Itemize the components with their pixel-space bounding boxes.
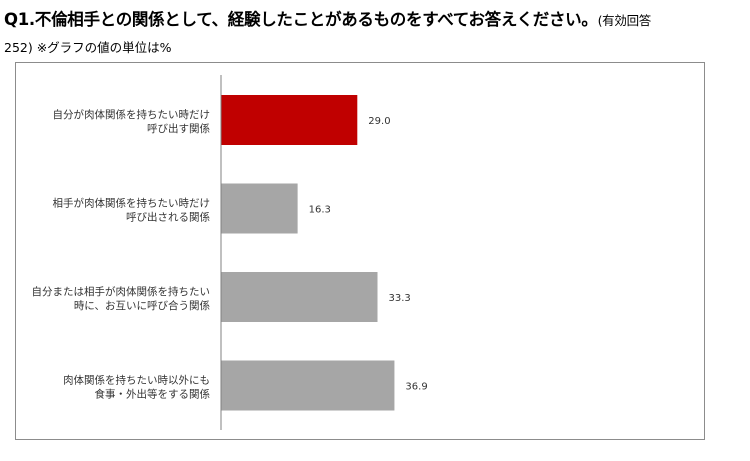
category-label: 肉体関係を持ちたい時以外にも (63, 374, 210, 387)
category-label: 自分または相手が肉体関係を持ちたい (32, 285, 211, 298)
question-text: Q1.不倫相手との関係として、経験したことがあるものをすべてお答えください。 (4, 10, 598, 29)
data-label: 33.3 (389, 293, 411, 304)
chart-title: Q1.不倫相手との関係として、経験したことがあるものをすべてお答えください。(有… (4, 6, 651, 30)
data-label: 36.9 (405, 382, 427, 393)
data-label: 29.0 (368, 116, 390, 127)
chart-frame (15, 62, 705, 440)
category-label: 呼び出される関係 (126, 211, 210, 224)
bar (221, 183, 298, 234)
category-label: 相手が肉体関係を持ちたい時だけ (53, 197, 211, 210)
category-label: 時に、お互いに呼び合う関係 (74, 299, 210, 312)
category-label: 自分が肉体関係を持ちたい時だけ (53, 108, 211, 121)
bar (221, 95, 358, 145)
category-label: 食事・外出等をする関係 (95, 388, 211, 401)
bar (221, 272, 378, 322)
bar (221, 360, 395, 411)
chart-subtitle: 252) ※グラフの値の単位は% (4, 40, 172, 55)
category-label: 呼び出す関係 (147, 122, 210, 135)
data-label: 16.3 (309, 205, 331, 216)
respondent-note: (有効回答 (597, 13, 652, 28)
